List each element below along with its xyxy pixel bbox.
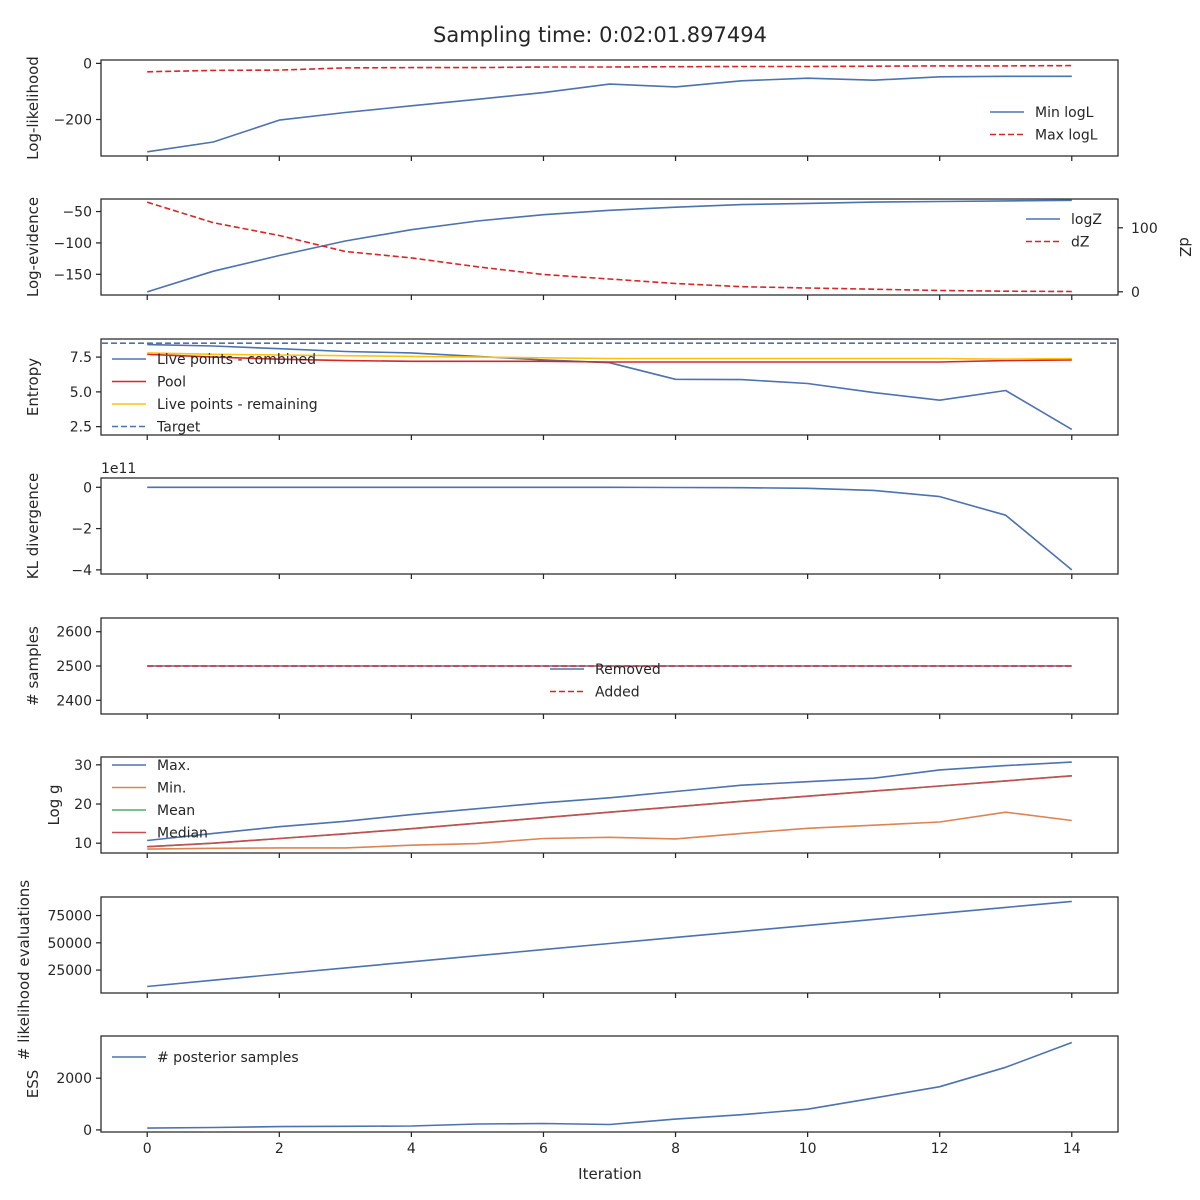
y-tick-label: −150 [54, 267, 92, 283]
y-tick-label: 75000 [47, 909, 92, 925]
y-tick-label: 50000 [47, 936, 92, 952]
series-line-max-logl [147, 64, 1072, 73]
legend-label: Mean [157, 803, 195, 819]
y-tick-label: −4 [71, 563, 92, 579]
y-axis-label: Log g [45, 784, 63, 825]
x-tick-label: 10 [799, 1141, 817, 1157]
x-tick-label: 14 [1063, 1141, 1081, 1157]
figure-title: Sampling time: 0:02:01.897494 [433, 23, 767, 47]
legend-label: Target [156, 420, 201, 436]
series-line-live-points-remaining [147, 352, 1072, 361]
legend-label: dZ [1071, 235, 1089, 251]
axes-frame-6 [100, 896, 1119, 994]
panel-2: 7.5 5.0 2.5 Entropy Live points - combined Po… [24, 338, 1119, 440]
panel-5: 30 20 10 Log g Max. Min. Mean Median [45, 756, 1119, 858]
x-tick-label: 4 [407, 1141, 416, 1157]
axes-frame-1 [100, 198, 1119, 296]
legend-label: Max logL [1035, 128, 1098, 144]
y-tick-label: 25000 [47, 963, 92, 979]
legend-label: # posterior samples [157, 1050, 299, 1066]
y-tick-label: 2.5 [70, 420, 92, 436]
legend-label: logZ [1071, 212, 1102, 228]
y-tick-label: −200 [54, 113, 92, 129]
legend-1: logZ dZ [1026, 212, 1102, 251]
series-line--posterior-samples [147, 1041, 1073, 1129]
y-right-tick-label: 100 [1131, 221, 1158, 237]
y-right-axis-label: dZ [1176, 237, 1194, 257]
axes-frame-7 [100, 1035, 1119, 1133]
y-axis-label: # samples [24, 626, 42, 706]
y-tick-label: 7.5 [70, 350, 92, 366]
y-right-tick-label: 0 [1131, 285, 1140, 301]
legend-label: Pool [157, 375, 186, 391]
legend-label: Live points - remaining [157, 397, 318, 413]
y-tick-label: −100 [54, 236, 92, 252]
legend-label: Removed [595, 662, 661, 678]
panel-3: 0 −2 −4 1e11 KL divergence [24, 461, 1119, 579]
axes-frame-0 [100, 59, 1119, 157]
series-line-logz [146, 199, 1072, 293]
y-axis-label: ESS [24, 1070, 42, 1099]
x-tick-label: 0 [143, 1141, 152, 1157]
series-line-p3-0 [147, 486, 1073, 571]
legend-label: Added [595, 685, 640, 701]
y-tick-label: 30 [74, 758, 92, 774]
y-axis-label: Log-likelihood [24, 56, 42, 160]
y-tick-label: 20 [74, 797, 92, 813]
legend-label: Max. [157, 758, 190, 774]
y-axis-label: Entropy [24, 358, 42, 416]
legend-5: Max. Min. Mean Median [112, 758, 208, 842]
series-line-min- [147, 811, 1072, 850]
axes-frame-3 [100, 477, 1119, 575]
y-tick-label: 2000 [56, 1071, 92, 1087]
y-tick-label: 2500 [56, 659, 92, 675]
y-axis-label: KL divergence [24, 473, 42, 579]
legend-2: Live points - combined Pool Live points - … [112, 352, 318, 436]
legend-label: Min. [157, 781, 186, 797]
y-tick-label: 0 [83, 56, 92, 72]
series-line-dz [146, 201, 1072, 293]
legend-label: Live points - combined [157, 352, 316, 368]
legend-label: Min logL [1035, 105, 1094, 121]
y-tick-label: 0 [83, 1123, 92, 1139]
y-axis-label: # likelihood evaluations [15, 880, 33, 1060]
series-line-median [147, 775, 1072, 848]
panel-6: 75000 50000 25000 # likelihood evaluations [15, 880, 1119, 1060]
y-tick-label: −2 [71, 522, 92, 538]
x-tick-label: 12 [931, 1141, 949, 1157]
y-tick-label: 10 [74, 836, 92, 852]
series-line-p6-0 [147, 900, 1072, 988]
x-tick-label: 2 [275, 1141, 284, 1157]
x-axis-label: Iteration [578, 1165, 642, 1183]
series-line-max- [147, 761, 1072, 842]
y-tick-label: 5.0 [70, 385, 92, 401]
panel-7: 0 2 4 6 8 10 12 14 2000 0 ESS # posterior samples [24, 1035, 1119, 1157]
series-line-pool [147, 353, 1072, 363]
axes-frame-5 [100, 756, 1119, 854]
panel-1: −50 −100 −150 100 0 dZ Log-evidence logZ dZ [24, 197, 1194, 301]
y-tick-label: 2600 [56, 625, 92, 641]
legend-label: Median [157, 826, 208, 842]
x-tick-label: 8 [671, 1141, 680, 1157]
y-tick-label: 0 [83, 480, 92, 496]
series-line-min-logl [147, 75, 1072, 153]
y-tick-label: −50 [62, 205, 92, 221]
legend-0: Min logL Max logL [990, 105, 1098, 144]
x-tick-label: 6 [539, 1141, 548, 1157]
offset-text: 1e11 [101, 461, 136, 477]
panel-4: 2600 2500 2400 # samples Removed Added [24, 617, 1119, 719]
y-axis-label: Log-evidence [24, 197, 42, 297]
axes-frame-2 [100, 338, 1119, 436]
y-tick-label: 2400 [56, 693, 92, 709]
legend-4: Removed Added [550, 662, 661, 701]
panel-0: 0 −200 Log-likelihood Min logL Max logL [24, 56, 1119, 161]
legend-7: # posterior samples [112, 1050, 299, 1066]
